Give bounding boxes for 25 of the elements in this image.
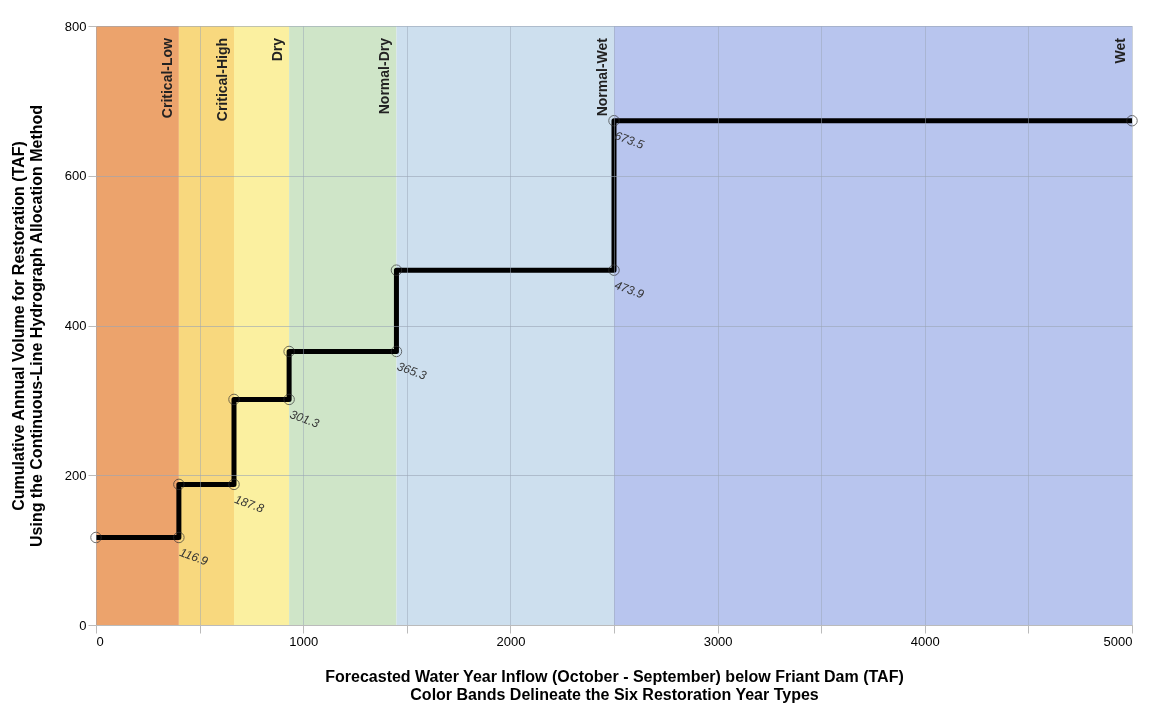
band-label: Critical-Low bbox=[158, 37, 175, 119]
data-label: 365.3 bbox=[395, 359, 429, 383]
x-tick-label: 2000 bbox=[496, 633, 526, 649]
data-label: 673.5 bbox=[612, 128, 647, 152]
data-label: 187.8 bbox=[232, 492, 267, 516]
x-axis-title: Forecasted Water Year Inflow (October - September) below Friant Dam (TAF) Color Bands Delineate the Six Restoration Year Types bbox=[325, 667, 904, 703]
x-tick-label: 3000 bbox=[703, 633, 733, 649]
band-label: Wet bbox=[1112, 37, 1128, 64]
y-tick-label: 0 bbox=[79, 617, 87, 633]
x-tick-label: 4000 bbox=[910, 633, 940, 649]
band-label: Critical-High bbox=[214, 38, 230, 122]
y-tick-label: 800 bbox=[64, 18, 87, 34]
band-label: Dry bbox=[269, 37, 286, 62]
data-label: 473.9 bbox=[612, 277, 647, 302]
x-tick-label: 5000 bbox=[1103, 633, 1133, 649]
y-tick-label: 200 bbox=[64, 467, 87, 483]
data-label: 116.9 bbox=[177, 545, 211, 569]
x-tick-label: 1000 bbox=[289, 633, 319, 649]
x-tick-label: 0 bbox=[96, 633, 104, 649]
y-tick-label: 600 bbox=[64, 168, 87, 184]
y-axis-title: Cumulative Annual Volume for Restoration (TAF) Using the Continuous-Line Hydrograph Allocation Method bbox=[9, 104, 45, 548]
band-label: Normal-Wet bbox=[594, 37, 610, 117]
data-label: 301.3 bbox=[287, 407, 322, 431]
y-tick-label: 400 bbox=[64, 318, 87, 333]
band-label: Normal-Dry bbox=[376, 37, 393, 115]
